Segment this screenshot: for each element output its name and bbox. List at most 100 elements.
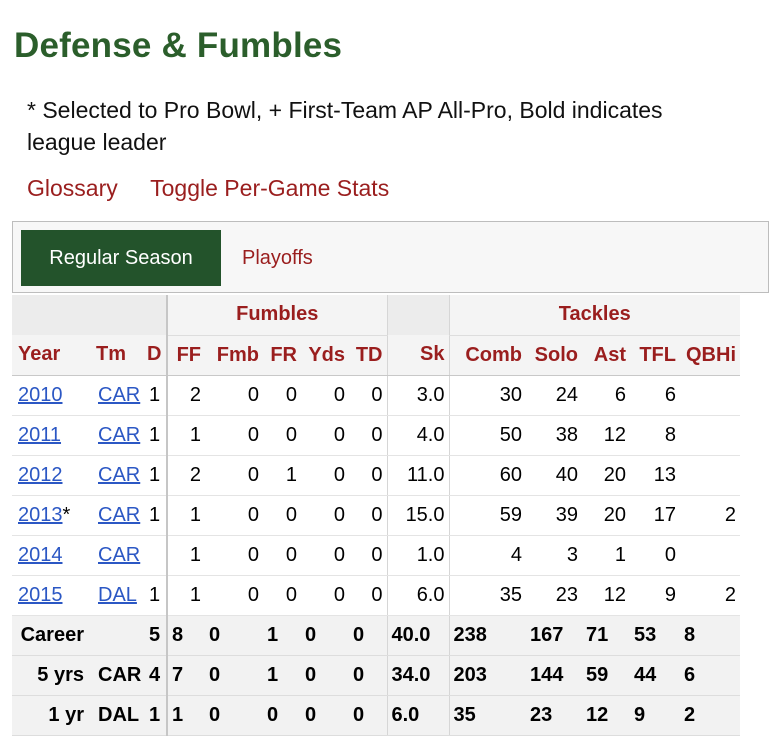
td-cell: 0	[349, 415, 387, 456]
column-header-row: Year Tm D FF Fmb FR Yds TD Sk Comb Solo …	[12, 335, 740, 376]
team-link[interactable]: CAR	[98, 503, 141, 526]
td-cell: 0	[349, 375, 387, 416]
toggle-per-game-link[interactable]: Toggle Per-Game Stats	[150, 175, 390, 201]
year-cell: 2014	[12, 535, 90, 576]
team-cell: DAL	[90, 575, 147, 616]
ff-cell: 8	[167, 614, 205, 656]
glossary-link[interactable]: Glossary	[27, 175, 118, 201]
fmb-cell: 0	[205, 415, 263, 456]
group-header-blank	[12, 295, 147, 335]
ast-cell: 20	[582, 495, 630, 536]
ff-cell: 1	[167, 694, 205, 736]
year-link[interactable]: 2012	[18, 463, 63, 486]
team-cell	[90, 614, 147, 656]
ast-cell: 12	[582, 415, 630, 456]
solo-cell: 23	[526, 694, 582, 736]
col-header-comb[interactable]: Comb	[448, 335, 526, 376]
year-cell: 2012	[12, 455, 90, 496]
ff-cell: 1	[167, 415, 205, 456]
tfl-cell: 9	[630, 575, 680, 616]
d-cell: 1	[147, 495, 168, 536]
table-row: 2012 CAR 1 2 0 1 0 0 11.0 60 40 20 13	[12, 455, 740, 496]
fmb-cell: 0	[205, 575, 263, 616]
team-link[interactable]: DAL	[98, 583, 137, 606]
col-header-qbhits[interactable]: QBHi	[680, 335, 740, 376]
tfl-cell: 9	[630, 694, 680, 736]
sk-cell: 4.0	[386, 415, 449, 456]
year-link[interactable]: 2011	[18, 423, 62, 446]
col-header-year[interactable]: Year	[12, 335, 90, 376]
fr-cell: 0	[263, 694, 301, 736]
fmb-cell: 0	[205, 375, 263, 416]
sk-cell: 34.0	[386, 654, 449, 696]
team-link[interactable]: CAR	[98, 543, 141, 566]
yds-cell: 0	[301, 694, 349, 736]
team-link[interactable]: CAR	[98, 383, 141, 406]
table-row: 2014 CAR 1 0 0 0 0 1.0 4 3 1 0	[12, 535, 740, 576]
tab-regular-season[interactable]: Regular Season	[21, 230, 221, 286]
td-cell: 0	[349, 654, 387, 696]
year-link[interactable]: 2010	[18, 383, 63, 406]
solo-cell: 39	[526, 495, 582, 536]
col-header-ast[interactable]: Ast	[582, 335, 630, 376]
team-cell: CAR	[90, 455, 147, 496]
col-header-d[interactable]: D	[147, 335, 168, 376]
comb-cell: 60	[448, 455, 526, 496]
tfl-cell: 53	[630, 614, 680, 656]
fmb-cell: 0	[205, 455, 263, 496]
solo-cell: 144	[526, 654, 582, 696]
td-cell: 0	[349, 455, 387, 496]
year-link[interactable]: 2015	[18, 583, 63, 606]
links-bar: Glossary Toggle Per-Game Stats	[27, 175, 415, 202]
yds-cell: 0	[301, 375, 349, 416]
ff-cell: 1	[167, 575, 205, 616]
tfl-cell: 13	[630, 455, 680, 496]
col-header-yds[interactable]: Yds	[301, 335, 349, 376]
defense-fumbles-table: Fumbles Tackles Year Tm D FF Fmb FR Yds …	[12, 295, 740, 736]
yds-cell: 0	[301, 654, 349, 696]
yds-cell: 0	[301, 535, 349, 576]
fr-cell: 0	[263, 535, 301, 576]
col-header-tfl[interactable]: TFL	[630, 335, 680, 376]
td-cell: 0	[349, 694, 387, 736]
col-header-fmb[interactable]: Fmb	[205, 335, 263, 376]
team-cell: CAR	[90, 535, 147, 576]
col-header-fr[interactable]: FR	[263, 335, 301, 376]
col-header-solo[interactable]: Solo	[526, 335, 582, 376]
qbhits-cell: 2	[680, 694, 740, 736]
fr-cell: 1	[263, 614, 301, 656]
table-row: 2010 CAR 1 2 0 0 0 0 3.0 30 24 6 6	[12, 375, 740, 416]
col-header-td[interactable]: TD	[349, 335, 387, 376]
team-total-row: 5 yrs CAR 4 7 0 1 0 0 34.0 203 144 59 44…	[12, 654, 740, 696]
ast-cell: 6	[582, 375, 630, 416]
year-link[interactable]: 2013	[18, 503, 63, 526]
col-header-sk[interactable]: Sk	[386, 335, 449, 376]
d-cell	[147, 535, 168, 576]
yds-cell: 0	[301, 495, 349, 536]
ff-cell: 2	[167, 455, 205, 496]
year-link[interactable]: 2014	[18, 543, 63, 566]
comb-cell: 59	[448, 495, 526, 536]
yds-cell: 0	[301, 575, 349, 616]
year-cell: 2015	[12, 575, 90, 616]
comb-cell: 203	[448, 654, 526, 696]
team-link[interactable]: CAR	[98, 463, 141, 486]
solo-cell: 167	[526, 614, 582, 656]
team-cell: DAL	[90, 694, 147, 736]
sk-cell: 3.0	[386, 375, 449, 416]
solo-cell: 23	[526, 575, 582, 616]
table-row: 2013* CAR 1 1 0 0 0 0 15.0 59 39 20 17 2	[12, 495, 740, 536]
team-cell: CAR	[90, 415, 147, 456]
tfl-cell: 44	[630, 654, 680, 696]
fr-cell: 0	[263, 375, 301, 416]
team-link[interactable]: CAR	[98, 423, 141, 446]
col-header-ff[interactable]: FF	[167, 335, 205, 376]
col-header-tm[interactable]: Tm	[90, 335, 147, 376]
total-label: Career	[12, 614, 90, 656]
d-cell: 1	[147, 575, 168, 616]
qbhits-cell: 2	[680, 495, 740, 536]
tab-playoffs[interactable]: Playoffs	[242, 246, 313, 269]
fmb-cell: 0	[205, 614, 263, 656]
fmb-cell: 0	[205, 535, 263, 576]
td-cell: 0	[349, 495, 387, 536]
